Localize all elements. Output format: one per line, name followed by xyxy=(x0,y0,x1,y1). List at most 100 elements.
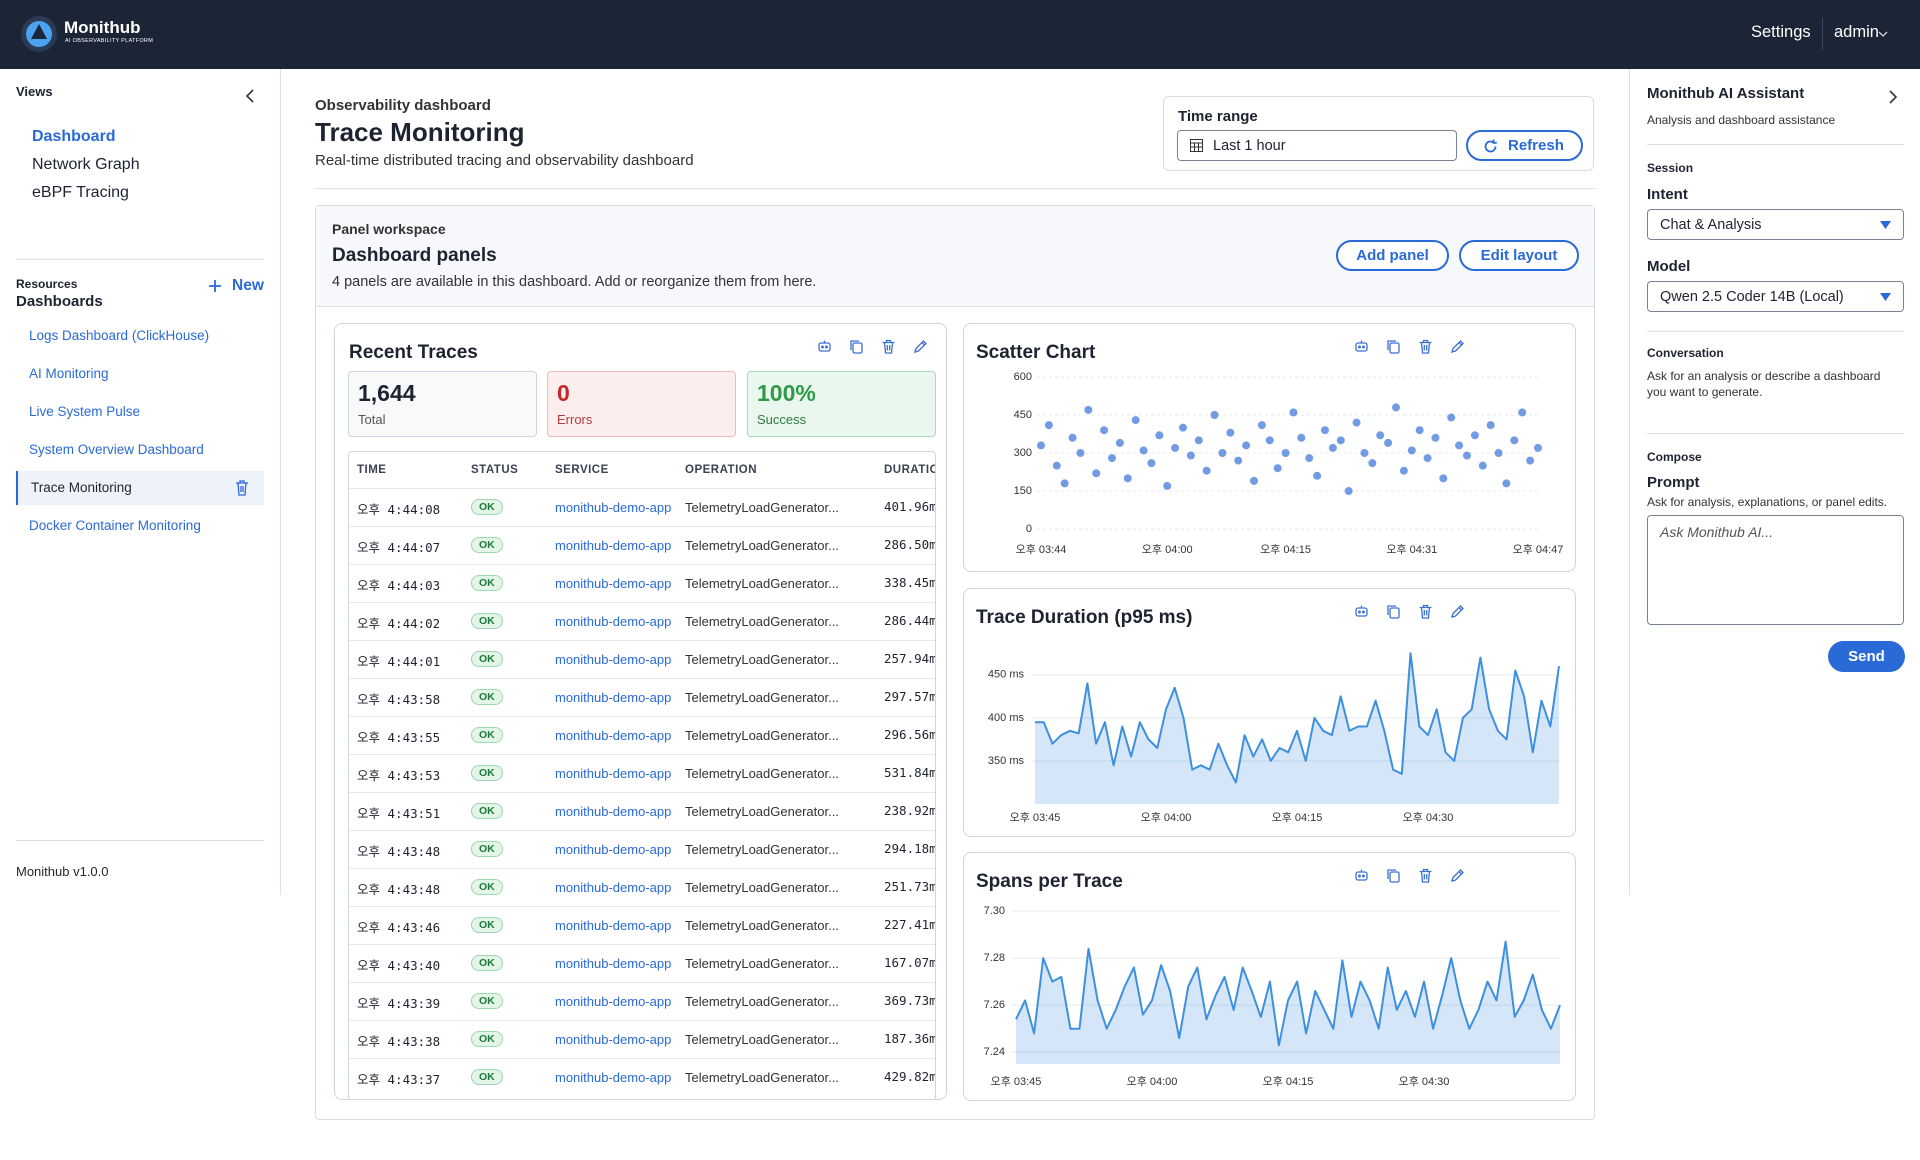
collapse-button[interactable] xyxy=(243,88,257,104)
dashboard-item[interactable]: Live System Pulse xyxy=(16,395,264,429)
scatter-point xyxy=(1076,449,1084,457)
close-button[interactable] xyxy=(1887,89,1899,105)
send-button[interactable]: Send xyxy=(1828,641,1905,672)
time-range-select[interactable]: Last 1 hour xyxy=(1177,130,1457,161)
scatter-point xyxy=(1408,446,1416,454)
stat-value: 100% xyxy=(757,380,816,407)
time-cell: 오후 4:43:46 xyxy=(357,917,440,936)
table-row[interactable]: 오후 4:43:58OKmonithub-demo-appTelemetryLo… xyxy=(349,678,936,717)
service-link[interactable]: monithub-demo-app xyxy=(555,538,671,553)
service-link[interactable]: monithub-demo-app xyxy=(555,956,671,971)
table-row[interactable]: 오후 4:43:53OKmonithub-demo-appTelemetryLo… xyxy=(349,754,936,793)
table-row[interactable]: 오후 4:44:08OKmonithub-demo-appTelemetryLo… xyxy=(349,488,936,527)
calendar-icon xyxy=(1190,139,1203,152)
table-row[interactable]: 오후 4:44:02OKmonithub-demo-appTelemetryLo… xyxy=(349,602,936,641)
table-row[interactable]: 오후 4:43:39OKmonithub-demo-appTelemetryLo… xyxy=(349,982,936,1021)
robot-button[interactable] xyxy=(1354,604,1370,620)
copy-button[interactable] xyxy=(1386,868,1402,884)
dashboard-item[interactable]: Logs Dashboard (ClickHouse) xyxy=(16,319,264,353)
status-badge: OK xyxy=(471,841,503,857)
table-row[interactable]: 오후 4:44:03OKmonithub-demo-appTelemetryLo… xyxy=(349,564,936,603)
scatter-point xyxy=(1439,474,1447,482)
dashboard-item[interactable]: Docker Container Monitoring xyxy=(16,509,264,543)
edit-layout-button[interactable]: Edit layout xyxy=(1459,240,1579,271)
intent-select[interactable]: Chat & Analysis xyxy=(1647,209,1904,240)
duration-cell: 167.07ms xyxy=(884,955,936,970)
robot-button[interactable] xyxy=(1354,339,1370,355)
edit-button[interactable] xyxy=(1450,604,1466,620)
robot-icon-shape xyxy=(819,343,830,351)
operation-cell: TelemetryLoadGenerator... xyxy=(685,690,839,705)
logo xyxy=(20,15,58,53)
prompt-input[interactable]: Ask Monithub AI... xyxy=(1647,515,1904,625)
scatter-point xyxy=(1108,454,1116,462)
scatter-point xyxy=(1124,474,1132,482)
copy-button[interactable] xyxy=(1386,339,1402,355)
service-link[interactable]: monithub-demo-app xyxy=(555,1032,671,1047)
service-link[interactable]: monithub-demo-app xyxy=(555,500,671,515)
service-link[interactable]: monithub-demo-app xyxy=(555,614,671,629)
service-link[interactable]: monithub-demo-app xyxy=(555,918,671,933)
service-link[interactable]: monithub-demo-app xyxy=(555,652,671,667)
dashboard-name: Logs Dashboard (ClickHouse) xyxy=(29,328,209,343)
status-badge: OK xyxy=(471,727,503,743)
model-select[interactable]: Qwen 2.5 Coder 14B (Local) xyxy=(1647,281,1904,312)
nav-item[interactable]: Network Graph xyxy=(32,156,140,174)
scatter-point xyxy=(1392,403,1400,411)
nav-item[interactable]: eBPF Tracing xyxy=(32,184,129,202)
robot-icon-shape xyxy=(1359,875,1361,877)
copy-button[interactable] xyxy=(849,339,865,355)
table-row[interactable]: 오후 4:43:40OKmonithub-demo-appTelemetryLo… xyxy=(349,944,936,983)
table-row[interactable]: 오후 4:43:51OKmonithub-demo-appTelemetryLo… xyxy=(349,792,936,831)
delete-button[interactable] xyxy=(1418,868,1434,884)
settings-link[interactable]: Settings xyxy=(1751,23,1811,42)
service-link[interactable]: monithub-demo-app xyxy=(555,728,671,743)
table-row[interactable]: 오후 4:44:07OKmonithub-demo-appTelemetryLo… xyxy=(349,526,936,565)
nav-item[interactable]: Dashboard xyxy=(32,128,116,146)
dashboard-item[interactable]: Trace Monitoring xyxy=(16,471,264,505)
trash-shape xyxy=(236,481,248,495)
robot-button[interactable] xyxy=(817,339,833,355)
table-row[interactable]: 오후 4:43:55OKmonithub-demo-appTelemetryLo… xyxy=(349,716,936,755)
chart-panel: 7.247.267.287.30오후 03:45오후 04:00오후 04:15… xyxy=(963,852,1576,1101)
delete-button[interactable] xyxy=(235,480,249,496)
edit-icon-shape xyxy=(1452,870,1463,881)
service-link[interactable]: monithub-demo-app xyxy=(555,880,671,895)
dashboard-item[interactable]: AI Monitoring xyxy=(16,357,264,391)
table-row[interactable]: 오후 4:43:48OKmonithub-demo-appTelemetryLo… xyxy=(349,830,936,869)
copy-icon-shape xyxy=(853,343,862,353)
service-link[interactable]: monithub-demo-app xyxy=(555,1070,671,1085)
table-row[interactable]: 오후 4:44:01OKmonithub-demo-appTelemetryLo… xyxy=(349,640,936,679)
delete-button[interactable] xyxy=(1418,604,1434,620)
edit-button[interactable] xyxy=(1450,868,1466,884)
refresh-button[interactable]: Refresh xyxy=(1466,130,1583,161)
service-link[interactable]: monithub-demo-app xyxy=(555,804,671,819)
robot-button[interactable] xyxy=(1354,868,1370,884)
copy-icon-shape xyxy=(1390,872,1399,882)
service-link[interactable]: monithub-demo-app xyxy=(555,766,671,781)
edit-button[interactable] xyxy=(1450,339,1466,355)
table-row[interactable]: 오후 4:43:48OKmonithub-demo-appTelemetryLo… xyxy=(349,868,936,907)
delete-button[interactable] xyxy=(1418,339,1434,355)
user-menu[interactable]: admin xyxy=(1834,23,1879,42)
table-row[interactable]: 오후 4:43:37OKmonithub-demo-appTelemetryLo… xyxy=(349,1058,936,1097)
edit-button[interactable] xyxy=(913,339,929,355)
service-link[interactable]: monithub-demo-app xyxy=(555,994,671,1009)
add-panel-button[interactable]: Add panel xyxy=(1336,240,1449,271)
new-button[interactable]: New xyxy=(232,277,264,295)
stat-label: Success xyxy=(757,412,806,427)
service-link[interactable]: monithub-demo-app xyxy=(555,690,671,705)
copy-button[interactable] xyxy=(1386,604,1402,620)
assistant-title: Monithub AI Assistant xyxy=(1647,85,1804,102)
table-row[interactable]: 오후 4:43:46OKmonithub-demo-appTelemetryLo… xyxy=(349,906,936,945)
delete-button[interactable] xyxy=(881,339,897,355)
y-tick-label: 7.28 xyxy=(984,952,1005,964)
brand[interactable]: Monithub xyxy=(64,18,140,38)
time-cell: 오후 4:43:53 xyxy=(357,765,440,784)
service-link[interactable]: monithub-demo-app xyxy=(555,576,671,591)
table-row[interactable]: 오후 4:43:38OKmonithub-demo-appTelemetryLo… xyxy=(349,1020,936,1059)
scatter-point xyxy=(1416,426,1424,434)
service-link[interactable]: monithub-demo-app xyxy=(555,842,671,857)
scatter-point xyxy=(1360,449,1368,457)
dashboard-item[interactable]: System Overview Dashboard xyxy=(16,433,264,467)
